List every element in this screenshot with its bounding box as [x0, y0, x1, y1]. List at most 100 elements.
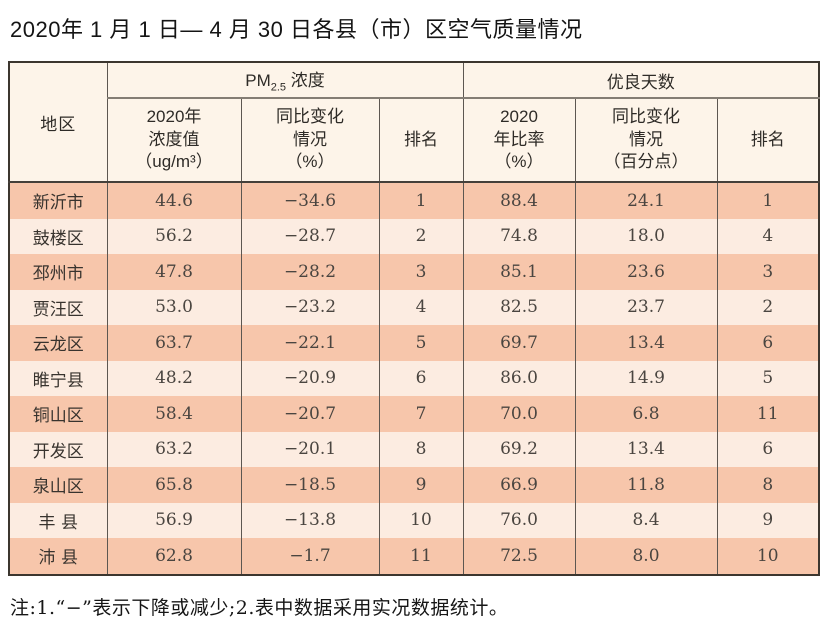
column-header-pm-rank: 排名 — [378, 98, 463, 183]
cell-rank: 3 — [716, 254, 820, 290]
cell-ratio: 70.0 — [462, 396, 575, 432]
column-group-good-days: 优良天数 — [462, 62, 820, 99]
cell-ratio_change: 8.4 — [574, 502, 717, 538]
cell-pm_value: 48.2 — [106, 360, 241, 396]
cell-ratio_change: 14.9 — [574, 360, 717, 396]
cell-rank: 5 — [716, 360, 820, 396]
table-row: 泉山区 65.8 −18.5 9 66.9 11.8 8 — [8, 467, 820, 503]
cell-region: 泉山区 — [8, 467, 107, 503]
cell-pm_change: −28.2 — [240, 254, 379, 290]
cell-region: 鼓楼区 — [8, 218, 107, 254]
cell-region: 开发区 — [8, 431, 107, 467]
table-row: 邳州市 47.8 −28.2 3 85.1 23.6 3 — [8, 254, 820, 290]
column-header-good-rank: 排名 — [716, 98, 820, 183]
cell-pm_change: −28.7 — [240, 218, 379, 254]
cell-rank: 8 — [716, 467, 820, 503]
column-header-pm-change: 同比变化 情况 （%） — [240, 98, 379, 183]
column-header-pm-value: 2020年 浓度值 （ug/m³） — [106, 98, 241, 183]
table-row: 沛 县 62.8 −1.7 11 72.5 8.0 10 — [8, 538, 820, 575]
cell-pm_change: −22.1 — [240, 325, 379, 361]
cell-region: 丰 县 — [8, 502, 107, 538]
cell-pm_change: −20.9 — [240, 360, 379, 396]
cell-pm_rank: 7 — [378, 396, 463, 432]
column-header-good-change: 同比变化 情况 （百分点） — [574, 98, 717, 183]
cell-pm_value: 53.0 — [106, 289, 241, 325]
cell-rank: 6 — [716, 325, 820, 361]
cell-region: 睢宁县 — [8, 360, 107, 396]
footnote: 注:1.“−”表示下降或减少;2.表中数据采用实况数据统计。 — [10, 596, 509, 619]
cell-pm_rank: 1 — [378, 182, 463, 219]
table-row: 云龙区 63.7 −22.1 5 69.7 13.4 6 — [8, 325, 820, 361]
table-row: 丰 县 56.9 −13.8 10 76.0 8.4 9 — [8, 502, 820, 538]
cell-pm_rank: 6 — [378, 360, 463, 396]
cell-ratio: 74.8 — [462, 218, 575, 254]
cell-ratio_change: 13.4 — [574, 431, 717, 467]
cell-pm_change: −23.2 — [240, 289, 379, 325]
cell-ratio_change: 24.1 — [574, 182, 717, 219]
cell-ratio: 66.9 — [462, 467, 575, 503]
pm25-label-prefix: PM — [245, 71, 271, 91]
cell-rank: 4 — [716, 218, 820, 254]
cell-pm_rank: 11 — [378, 538, 463, 575]
cell-ratio: 85.1 — [462, 254, 575, 290]
cell-pm_value: 63.2 — [106, 431, 241, 467]
cell-ratio: 88.4 — [462, 182, 575, 219]
air-quality-table: 地区 PM2.5 浓度 优良天数 2020年 浓度值 （ug/m³） 同比变化 … — [8, 61, 821, 576]
cell-rank: 6 — [716, 431, 820, 467]
cell-pm_change: −13.8 — [240, 502, 379, 538]
table-row: 贾汪区 53.0 −23.2 4 82.5 23.7 2 — [8, 289, 820, 325]
cell-region: 铜山区 — [8, 396, 107, 432]
pm25-label-subscript: 2.5 — [270, 81, 287, 94]
cell-ratio: 72.5 — [462, 538, 575, 575]
cell-pm_change: −20.1 — [240, 431, 379, 467]
cell-pm_value: 56.2 — [106, 218, 241, 254]
cell-pm_value: 56.9 — [106, 502, 241, 538]
table-body: 新沂市 44.6 −34.6 1 88.4 24.1 1 鼓楼区 56.2 −28.7 2 74.8 1… — [8, 182, 820, 575]
cell-pm_value: 58.4 — [106, 396, 241, 432]
cell-rank: 11 — [716, 396, 820, 432]
column-group-pm25: PM2.5 浓度 — [106, 62, 463, 99]
cell-ratio: 82.5 — [462, 289, 575, 325]
cell-region: 云龙区 — [8, 325, 107, 361]
cell-pm_change: −1.7 — [240, 538, 379, 575]
cell-ratio_change: 11.8 — [574, 467, 717, 503]
cell-rank: 2 — [716, 289, 820, 325]
cell-region: 贾汪区 — [8, 289, 107, 325]
table-header: 地区 PM2.5 浓度 优良天数 2020年 浓度值 （ug/m³） 同比变化 … — [8, 62, 820, 183]
cell-pm_change: −18.5 — [240, 467, 379, 503]
table-row: 鼓楼区 56.2 −28.7 2 74.8 18.0 4 — [8, 218, 820, 254]
cell-pm_change: −20.7 — [240, 396, 379, 432]
cell-ratio_change: 23.7 — [574, 289, 717, 325]
cell-pm_rank: 5 — [378, 325, 463, 361]
cell-ratio: 76.0 — [462, 502, 575, 538]
cell-region: 沛 县 — [8, 538, 107, 575]
cell-rank: 10 — [716, 538, 820, 575]
group-header-row: 地区 PM2.5 浓度 优良天数 — [8, 62, 820, 183]
page-title: 2020年 1 月 1 日— 4 月 30 日各县（市）区空气质量情况 — [10, 17, 583, 42]
cell-rank: 9 — [716, 502, 820, 538]
table-row: 新沂市 44.6 −34.6 1 88.4 24.1 1 — [8, 182, 820, 219]
cell-ratio_change: 8.0 — [574, 538, 717, 575]
table-row: 开发区 63.2 −20.1 8 69.2 13.4 6 — [8, 431, 820, 467]
cell-pm_value: 65.8 — [106, 467, 241, 503]
table-row: 睢宁县 48.2 −20.9 6 86.0 14.9 5 — [8, 360, 820, 396]
cell-ratio: 69.7 — [462, 325, 575, 361]
cell-pm_value: 44.6 — [106, 182, 241, 219]
cell-ratio_change: 23.6 — [574, 254, 717, 290]
cell-rank: 1 — [716, 182, 820, 219]
cell-ratio_change: 13.4 — [574, 325, 717, 361]
cell-pm_value: 62.8 — [106, 538, 241, 575]
cell-region: 新沂市 — [8, 182, 107, 219]
cell-region: 邳州市 — [8, 254, 107, 290]
cell-pm_rank: 8 — [378, 431, 463, 467]
table-row: 铜山区 58.4 −20.7 7 70.0 6.8 11 — [8, 396, 820, 432]
sub-header-row: 2020年 浓度值 （ug/m³） 同比变化 情况 （%） 排名 2020 年比… — [9, 98, 820, 183]
cell-pm_rank: 9 — [378, 467, 463, 503]
cell-ratio: 69.2 — [462, 431, 575, 467]
column-header-region: 地区 — [8, 62, 107, 183]
cell-pm_change: −34.6 — [240, 182, 379, 219]
cell-pm_value: 47.8 — [106, 254, 241, 290]
column-header-good-ratio: 2020 年比率 （%） — [462, 98, 575, 183]
cell-ratio_change: 18.0 — [574, 218, 717, 254]
cell-ratio: 86.0 — [462, 360, 575, 396]
